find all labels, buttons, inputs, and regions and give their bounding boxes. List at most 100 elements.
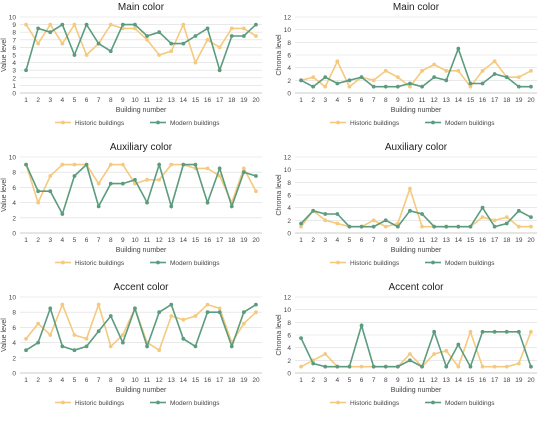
x-tick-label: 6 bbox=[360, 97, 364, 104]
historic-data-point bbox=[432, 62, 437, 67]
modern-data-point bbox=[529, 364, 533, 369]
modern-data-point bbox=[323, 75, 328, 80]
x-tick-label: 12 bbox=[156, 237, 164, 244]
modern-data-point bbox=[254, 302, 258, 307]
historic-data-point bbox=[24, 336, 28, 341]
x-tick-label: 3 bbox=[48, 237, 52, 244]
modern-data-point bbox=[408, 81, 412, 86]
modern-data-point bbox=[504, 329, 509, 334]
modern-legend-label: Modern buildings bbox=[170, 120, 220, 127]
y-tick-label: 7 bbox=[12, 37, 16, 44]
modern-data-point bbox=[133, 22, 137, 27]
historic-data-point bbox=[108, 162, 113, 167]
x-tick-label: 19 bbox=[515, 97, 523, 104]
historic-data-point bbox=[408, 352, 412, 356]
x-tick-label: 18 bbox=[503, 377, 511, 384]
modern-data-point bbox=[48, 30, 53, 35]
historic-data-point bbox=[36, 200, 41, 205]
historic-data-point bbox=[157, 348, 162, 353]
historic-data-point bbox=[217, 45, 222, 50]
historic-legend-label: Historic buildings bbox=[75, 400, 125, 407]
historic-data-point bbox=[96, 302, 101, 307]
x-tick-label: 18 bbox=[228, 377, 236, 384]
y-tick-label: 8 bbox=[287, 180, 291, 187]
y-tick-label: 6 bbox=[287, 193, 291, 200]
historic-data-point bbox=[193, 314, 198, 318]
y-tick-label: 12 bbox=[284, 155, 292, 162]
modern-series-line bbox=[300, 206, 532, 228]
x-tick-label: 19 bbox=[240, 377, 248, 384]
x-tick-label: 6 bbox=[360, 377, 364, 384]
modern-legend-marker bbox=[431, 260, 435, 265]
historic-data-point bbox=[108, 22, 113, 27]
x-axis-label: Building number bbox=[391, 387, 442, 394]
x-tick-label: 20 bbox=[252, 237, 260, 244]
x-tick-label: 12 bbox=[431, 377, 439, 384]
modern-legend-marker bbox=[156, 120, 160, 125]
historic-data-point bbox=[347, 84, 352, 89]
modern-data-point bbox=[408, 208, 412, 213]
modern-data-point bbox=[299, 221, 303, 226]
historic-data-point bbox=[408, 84, 412, 89]
x-tick-label: 5 bbox=[348, 237, 352, 244]
modern-data-point bbox=[96, 41, 101, 46]
x-tick-label: 8 bbox=[109, 377, 113, 384]
modern-data-point bbox=[229, 34, 234, 38]
modern-data-point bbox=[36, 26, 41, 31]
historic-data-point bbox=[72, 333, 77, 337]
modern-data-point bbox=[193, 162, 198, 167]
modern-series-line bbox=[25, 22, 257, 73]
modern-data-point bbox=[145, 344, 149, 349]
historic-data-point bbox=[492, 364, 497, 369]
y-tick-label: 6 bbox=[12, 325, 16, 332]
x-tick-label: 7 bbox=[97, 237, 101, 244]
modern-data-point bbox=[241, 170, 246, 175]
modern-data-point bbox=[205, 200, 210, 205]
x-tick-label: 1 bbox=[299, 377, 303, 384]
historic-data-point bbox=[383, 68, 388, 73]
y-tick-label: 12 bbox=[284, 295, 292, 302]
historic-data-point bbox=[323, 84, 328, 89]
modern-data-point bbox=[96, 329, 101, 334]
x-tick-label: 4 bbox=[336, 237, 340, 244]
historic-data-point bbox=[36, 321, 41, 326]
x-tick-label: 9 bbox=[396, 97, 400, 104]
x-tick-label: 14 bbox=[180, 377, 188, 384]
modern-data-point bbox=[468, 364, 473, 369]
historic-data-point bbox=[468, 329, 473, 334]
modern-data-point bbox=[468, 224, 473, 229]
historic-data-point bbox=[133, 26, 137, 31]
historic-data-point bbox=[169, 49, 174, 54]
historic-data-point bbox=[48, 333, 53, 337]
x-tick-label: 9 bbox=[396, 237, 400, 244]
modern-data-point bbox=[347, 224, 352, 229]
historic-data-point bbox=[395, 75, 400, 80]
modern-data-point bbox=[323, 212, 328, 216]
x-tick-label: 10 bbox=[406, 237, 414, 244]
x-tick-label: 12 bbox=[156, 97, 164, 104]
x-tick-label: 7 bbox=[372, 97, 376, 104]
x-tick-label: 11 bbox=[144, 97, 151, 104]
x-tick-label: 8 bbox=[109, 97, 113, 104]
modern-data-point bbox=[311, 84, 316, 89]
x-tick-label: 20 bbox=[252, 377, 260, 384]
x-tick-label: 1 bbox=[299, 97, 303, 104]
historic-data-point bbox=[516, 224, 521, 229]
modern-data-point bbox=[529, 84, 533, 89]
y-tick-label: 0 bbox=[287, 231, 291, 238]
historic-data-point bbox=[323, 352, 328, 356]
x-tick-label: 12 bbox=[431, 237, 439, 244]
modern-legend-label: Modern buildings bbox=[445, 400, 495, 407]
x-tick-label: 1 bbox=[24, 237, 28, 244]
historic-legend-marker bbox=[61, 400, 65, 405]
x-tick-label: 15 bbox=[467, 97, 475, 104]
modern-data-point bbox=[323, 364, 328, 369]
historic-data-point bbox=[311, 75, 316, 80]
modern-data-point bbox=[217, 68, 222, 73]
modern-data-point bbox=[444, 224, 449, 229]
modern-data-point bbox=[84, 162, 89, 167]
modern-data-point bbox=[72, 174, 77, 178]
y-tick-label: 4 bbox=[12, 60, 16, 67]
